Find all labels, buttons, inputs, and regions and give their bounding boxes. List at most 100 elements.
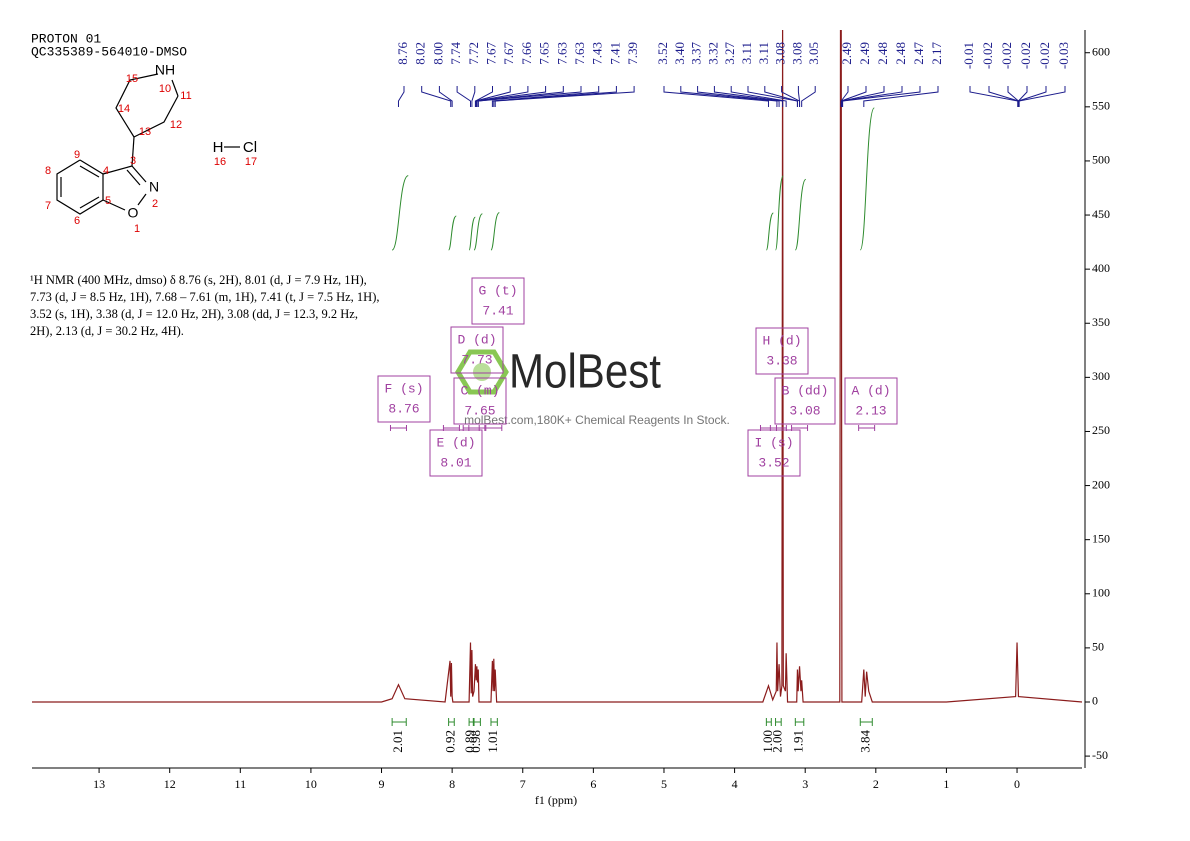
- y-tick-label: 50: [1092, 640, 1104, 654]
- x-tick-label: 6: [590, 777, 596, 791]
- peak-connector: [730, 86, 787, 107]
- multiplet-shift: 7.73: [461, 352, 492, 367]
- peak-label: 3.08: [789, 42, 804, 65]
- peak-connector: [781, 86, 801, 107]
- peak-connector: [1017, 86, 1047, 107]
- multiplet-shift: 3.08: [789, 403, 820, 418]
- peak-label: 7.67: [501, 42, 516, 65]
- peak-label: -0.03: [1056, 42, 1071, 69]
- title: PROTON 01: [31, 31, 101, 46]
- molecule: NH 15 10 14 11 13 12 9 3 4 8 7 5 6 N 2 O…: [45, 62, 257, 235]
- multiplet-shift: 8.01: [440, 455, 471, 470]
- peak-label: 3.08: [773, 42, 788, 65]
- multiplet-label: C (m): [460, 383, 499, 398]
- atom-number: 1: [134, 223, 140, 235]
- y-tick-label: 300: [1092, 369, 1110, 383]
- peak-connector: [474, 86, 511, 107]
- multiplet-label: E (d): [436, 435, 475, 450]
- atom-number: 2: [152, 198, 158, 210]
- molecule-bonds: [56, 73, 240, 215]
- peak-label: 7.63: [554, 42, 569, 65]
- atom-number: 14: [118, 103, 130, 115]
- peak-connector: [471, 86, 476, 107]
- multiplet-shift: 7.41: [482, 303, 513, 318]
- peak-connector: [801, 86, 816, 107]
- atom-number: 13: [139, 126, 151, 138]
- peak-connector: [1007, 86, 1019, 107]
- atom-number: 9: [74, 149, 80, 161]
- atom-number: 4: [103, 165, 109, 177]
- multiplet-label: H (d): [762, 333, 801, 348]
- atom: N: [149, 179, 159, 195]
- x-tick-label: 2: [873, 777, 879, 791]
- peak-label: 7.65: [537, 42, 552, 65]
- peak-connector: [476, 86, 547, 107]
- atom-number: 11: [180, 90, 191, 102]
- peak-label: 3.11: [756, 42, 771, 64]
- integral-curve: [448, 215, 457, 251]
- y-tick-label: 350: [1092, 315, 1110, 329]
- atom-number: 8: [45, 165, 51, 177]
- integral-curve: [391, 175, 409, 251]
- integral-curve: [775, 175, 784, 251]
- x-tick-label: 12: [164, 777, 176, 791]
- peak-connector: [456, 86, 472, 107]
- y-tick-label: 400: [1092, 261, 1110, 275]
- multiplet-shift: 2.13: [855, 403, 886, 418]
- y-tick-label: 550: [1092, 99, 1110, 113]
- multiplet-shift: 7.65: [464, 403, 495, 418]
- atom: Cl: [243, 139, 257, 156]
- watermark-logo: [455, 349, 509, 395]
- atom: O: [128, 205, 139, 221]
- x-tick-label: 3: [802, 777, 808, 791]
- multiplet-label: I (s): [754, 435, 793, 450]
- integral-curve: [473, 213, 483, 251]
- peak-connector: [1018, 86, 1066, 107]
- spectrum: [32, 30, 1083, 703]
- y-tick-label: 600: [1092, 44, 1110, 58]
- integral-curve: [859, 107, 875, 251]
- peak-label: 2.17: [929, 42, 944, 65]
- peak-label: 2.49: [839, 42, 854, 65]
- multiplet-box: [429, 429, 483, 477]
- peak-connector: [863, 86, 939, 107]
- x-tick-label: 11: [235, 777, 247, 791]
- integral-label: 2.01: [390, 730, 405, 753]
- peak-label: -0.02: [980, 42, 995, 69]
- peak-connector: [491, 86, 600, 107]
- peak-connector: [493, 86, 617, 107]
- peak-label: 3.40: [672, 42, 687, 65]
- peak-label: 7.39: [625, 42, 640, 65]
- peak-connector: [842, 86, 921, 107]
- multiplet-label: D (d): [457, 332, 496, 347]
- y-tick-label: 150: [1092, 531, 1110, 545]
- peak-connector: [680, 86, 778, 107]
- y-tick-label: 250: [1092, 423, 1110, 437]
- peak-connector: [764, 86, 798, 107]
- x-tick-label: 8: [449, 777, 455, 791]
- peak-label: 2.47: [911, 42, 926, 65]
- multiplet-shift: 3.38: [766, 353, 797, 368]
- multiplet-box: [450, 326, 504, 374]
- multiplet-box: [377, 375, 431, 423]
- peak-label: 3.27: [722, 42, 737, 65]
- peak-label: 7.67: [483, 42, 498, 65]
- x-tick-label: 10: [305, 777, 317, 791]
- atom-number: 15: [126, 73, 138, 85]
- integral-curve: [765, 212, 774, 251]
- peak-connector: [494, 86, 635, 107]
- peak-label: 8.76: [395, 42, 410, 65]
- integral-label: 1.00: [760, 730, 775, 753]
- multiplet-shift: 8.76: [388, 401, 419, 416]
- peak-label: -0.02: [999, 42, 1014, 69]
- x-tick-label: 0: [1014, 777, 1020, 791]
- multiplet-label: G (t): [478, 283, 517, 298]
- atom-number: 12: [170, 119, 182, 131]
- y-tick-label: -50: [1092, 748, 1108, 762]
- atom-number: 3: [130, 155, 136, 167]
- peak-label: 3.05: [806, 42, 821, 65]
- peak-label: 3.32: [705, 42, 720, 65]
- description: ¹H NMR (400 MHz, dmso) δ 8.76 (s, 2H), 8…: [30, 273, 380, 338]
